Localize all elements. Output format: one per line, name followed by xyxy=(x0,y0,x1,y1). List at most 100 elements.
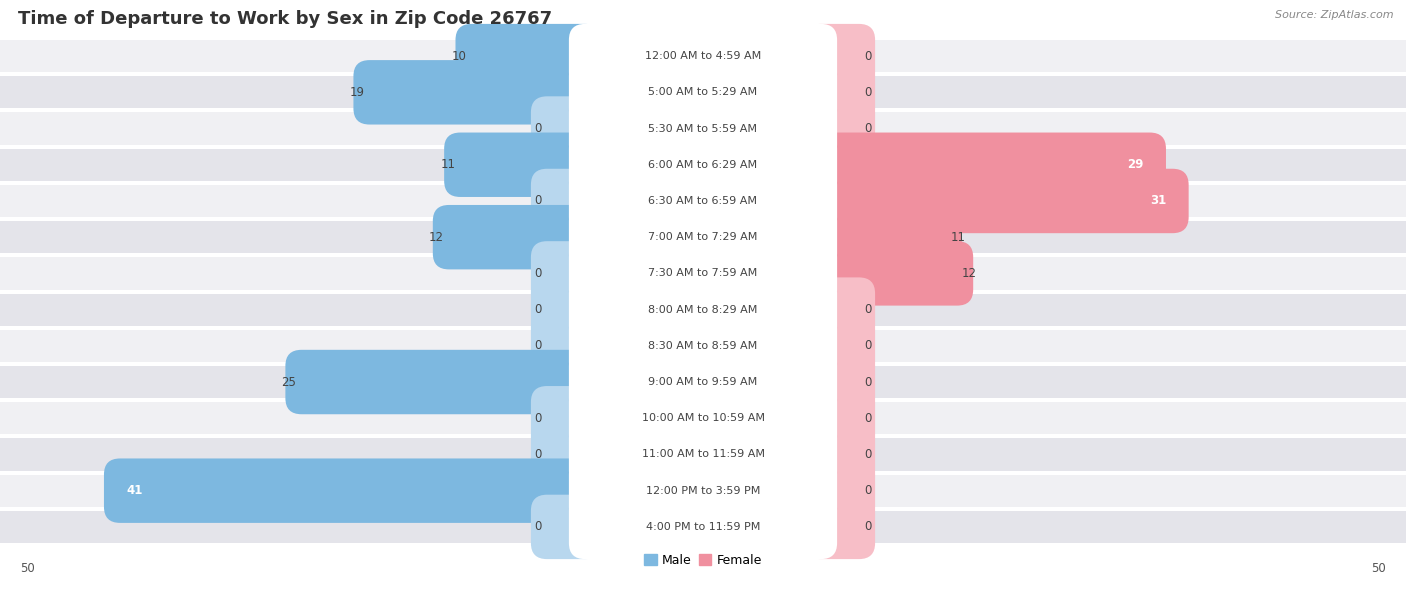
Text: 0: 0 xyxy=(865,375,872,389)
FancyBboxPatch shape xyxy=(531,422,602,487)
FancyBboxPatch shape xyxy=(804,169,1188,233)
Text: 31: 31 xyxy=(1150,195,1167,208)
Text: 0: 0 xyxy=(865,484,872,497)
Text: 0: 0 xyxy=(534,267,541,280)
Text: 5:30 AM to 5:59 AM: 5:30 AM to 5:59 AM xyxy=(648,124,758,133)
FancyBboxPatch shape xyxy=(804,422,875,487)
Text: Source: ZipAtlas.com: Source: ZipAtlas.com xyxy=(1275,10,1393,20)
Text: 5:00 AM to 5:29 AM: 5:00 AM to 5:29 AM xyxy=(648,87,758,98)
Text: 29: 29 xyxy=(1128,158,1144,171)
Bar xyxy=(0,439,1406,471)
Bar xyxy=(0,475,1406,507)
FancyBboxPatch shape xyxy=(531,494,602,559)
FancyBboxPatch shape xyxy=(433,205,602,270)
FancyBboxPatch shape xyxy=(531,386,602,450)
FancyBboxPatch shape xyxy=(804,494,875,559)
Bar xyxy=(0,402,1406,434)
Text: 41: 41 xyxy=(127,484,142,497)
Text: 0: 0 xyxy=(534,303,541,316)
FancyBboxPatch shape xyxy=(804,60,875,124)
FancyBboxPatch shape xyxy=(569,314,837,378)
FancyBboxPatch shape xyxy=(569,241,837,306)
Text: 12:00 AM to 4:59 AM: 12:00 AM to 4:59 AM xyxy=(645,51,761,61)
Text: 0: 0 xyxy=(865,86,872,99)
FancyBboxPatch shape xyxy=(569,169,837,233)
Text: 8:30 AM to 8:59 AM: 8:30 AM to 8:59 AM xyxy=(648,341,758,351)
Text: 0: 0 xyxy=(534,122,541,135)
Text: 0: 0 xyxy=(534,521,541,533)
FancyBboxPatch shape xyxy=(104,459,602,523)
Text: 10: 10 xyxy=(451,49,467,62)
FancyBboxPatch shape xyxy=(531,277,602,342)
FancyBboxPatch shape xyxy=(569,133,837,197)
FancyBboxPatch shape xyxy=(804,205,962,270)
Text: 50: 50 xyxy=(20,562,35,575)
Text: 10:00 AM to 10:59 AM: 10:00 AM to 10:59 AM xyxy=(641,414,765,423)
FancyBboxPatch shape xyxy=(569,422,837,487)
Text: 0: 0 xyxy=(865,122,872,135)
Bar xyxy=(0,293,1406,325)
FancyBboxPatch shape xyxy=(531,96,602,161)
Bar xyxy=(0,511,1406,543)
Text: 0: 0 xyxy=(865,339,872,352)
Text: 11:00 AM to 11:59 AM: 11:00 AM to 11:59 AM xyxy=(641,449,765,459)
Text: 19: 19 xyxy=(350,86,364,99)
Text: 0: 0 xyxy=(865,448,872,461)
Bar xyxy=(0,221,1406,253)
FancyBboxPatch shape xyxy=(804,350,875,414)
FancyBboxPatch shape xyxy=(804,24,875,88)
Text: 0: 0 xyxy=(865,49,872,62)
Text: Time of Departure to Work by Sex in Zip Code 26767: Time of Departure to Work by Sex in Zip … xyxy=(18,10,553,28)
Text: 0: 0 xyxy=(534,412,541,425)
FancyBboxPatch shape xyxy=(804,241,973,306)
FancyBboxPatch shape xyxy=(569,350,837,414)
Text: 11: 11 xyxy=(950,231,966,244)
FancyBboxPatch shape xyxy=(531,314,602,378)
Text: 12:00 PM to 3:59 PM: 12:00 PM to 3:59 PM xyxy=(645,486,761,496)
FancyBboxPatch shape xyxy=(804,96,875,161)
FancyBboxPatch shape xyxy=(456,24,602,88)
FancyBboxPatch shape xyxy=(804,277,875,342)
Bar xyxy=(0,257,1406,290)
Text: 7:00 AM to 7:29 AM: 7:00 AM to 7:29 AM xyxy=(648,232,758,242)
FancyBboxPatch shape xyxy=(569,96,837,161)
Bar xyxy=(0,366,1406,398)
Bar xyxy=(0,76,1406,108)
FancyBboxPatch shape xyxy=(569,277,837,342)
FancyBboxPatch shape xyxy=(569,60,837,124)
FancyBboxPatch shape xyxy=(569,459,837,523)
Text: 8:00 AM to 8:29 AM: 8:00 AM to 8:29 AM xyxy=(648,305,758,315)
Text: 25: 25 xyxy=(281,375,297,389)
Text: 12: 12 xyxy=(429,231,444,244)
FancyBboxPatch shape xyxy=(804,314,875,378)
FancyBboxPatch shape xyxy=(569,494,837,559)
FancyBboxPatch shape xyxy=(804,459,875,523)
FancyBboxPatch shape xyxy=(444,133,602,197)
Text: 0: 0 xyxy=(865,521,872,533)
Text: 0: 0 xyxy=(865,412,872,425)
Bar xyxy=(0,330,1406,362)
FancyBboxPatch shape xyxy=(804,386,875,450)
Text: 0: 0 xyxy=(534,339,541,352)
Text: 9:00 AM to 9:59 AM: 9:00 AM to 9:59 AM xyxy=(648,377,758,387)
Text: 50: 50 xyxy=(1371,562,1386,575)
FancyBboxPatch shape xyxy=(353,60,602,124)
FancyBboxPatch shape xyxy=(531,241,602,306)
Text: 0: 0 xyxy=(534,195,541,208)
FancyBboxPatch shape xyxy=(569,386,837,450)
Text: 7:30 AM to 7:59 AM: 7:30 AM to 7:59 AM xyxy=(648,268,758,278)
FancyBboxPatch shape xyxy=(804,133,1166,197)
Text: 12: 12 xyxy=(962,267,977,280)
FancyBboxPatch shape xyxy=(569,24,837,88)
FancyBboxPatch shape xyxy=(569,205,837,270)
Bar xyxy=(0,149,1406,181)
Bar xyxy=(0,40,1406,72)
Bar xyxy=(0,185,1406,217)
Bar xyxy=(0,112,1406,145)
Text: 11: 11 xyxy=(440,158,456,171)
Text: 0: 0 xyxy=(534,448,541,461)
Text: 6:00 AM to 6:29 AM: 6:00 AM to 6:29 AM xyxy=(648,159,758,170)
FancyBboxPatch shape xyxy=(531,169,602,233)
Text: 0: 0 xyxy=(865,303,872,316)
Text: 6:30 AM to 6:59 AM: 6:30 AM to 6:59 AM xyxy=(648,196,758,206)
